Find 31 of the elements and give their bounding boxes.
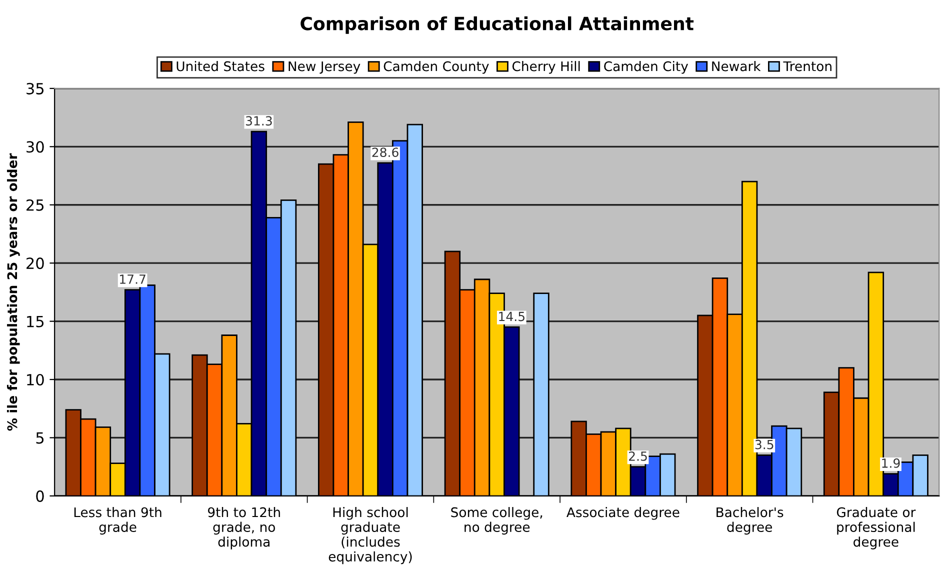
x-tick-label: Graduate or professional degree	[836, 507, 916, 550]
data-label: 28.6	[372, 148, 398, 158]
legend-label: Newark	[712, 61, 761, 72]
data-label: 31.3	[246, 116, 272, 126]
x-tick-label: Associate degree	[566, 507, 680, 520]
y-tick-label: 20	[26, 258, 44, 270]
y-tick-label: 15	[27, 316, 44, 328]
y-tick-label: 35	[26, 82, 44, 94]
legend-label: Trenton	[783, 61, 832, 72]
y-tick-label: 10	[27, 374, 44, 386]
legend-label: Cherry Hill	[512, 61, 580, 74]
y-tick-label: 25	[26, 199, 44, 211]
data-label: 2.5	[628, 451, 647, 461]
legend-label: Camden City	[604, 61, 688, 74]
legend-label: New Jersey	[288, 61, 360, 74]
x-tick-label: Bachelor's degree	[716, 507, 784, 535]
data-label: 17.7	[120, 274, 146, 284]
x-tick-label: High school graduate (includes equivalency)	[328, 507, 412, 564]
data-label: 14.5	[499, 312, 524, 322]
y-axis-title: % ile for population 25 years or older	[6, 153, 20, 431]
y-tick-label: 30	[26, 141, 44, 153]
x-tick-label: Less than 9th grade	[74, 507, 162, 535]
data-label: 3.5	[755, 440, 774, 450]
chart-title: Comparison of Educational Attainment	[300, 16, 694, 34]
legend-label: Camden County	[384, 61, 489, 74]
y-tick-label: 0	[36, 490, 44, 502]
data-label: 1.9	[882, 458, 900, 468]
legend-label: United States	[176, 61, 264, 72]
x-tick-label: 9th to 12th grade, no diploma	[208, 507, 280, 550]
y-tick-label: 5	[36, 432, 44, 444]
x-tick-label: Some college, no degree	[451, 507, 542, 535]
